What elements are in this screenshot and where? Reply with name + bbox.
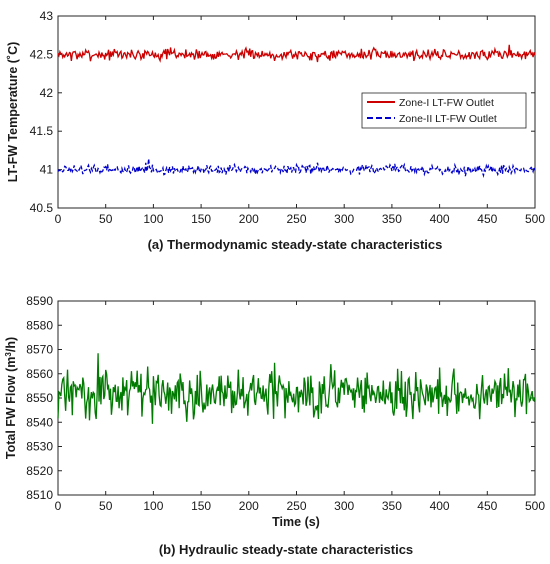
- panel-a-x-axis: 0 50 100 150 200 250 300 350 400 450 500: [55, 16, 545, 226]
- y-tick-label: 41: [40, 163, 54, 177]
- x-tick-label: 350: [382, 212, 402, 226]
- panel-b-y-axis: 8510 8520 8530 8540 8550 8560 8570 8580 8590: [26, 294, 535, 502]
- y-tick-label: 8540: [26, 415, 53, 429]
- x-tick-label: 450: [477, 499, 497, 513]
- panel-b-caption: (b) Hydraulic steady-state characteristi…: [159, 542, 413, 557]
- panel-a-y-axis: 40.5 41 41.5 42 42.5 43: [30, 9, 535, 215]
- panel-b-x-axis: 0 50 100 150 200 250 300 350 400 450 500: [55, 301, 545, 513]
- x-tick-label: 0: [55, 212, 62, 226]
- panel-a: 0 50 100 150 200 250 300 350 400 450 500 40.5 41 41.…: [6, 9, 545, 252]
- panel-a-y-axis-label: LT-FW Temperature (˚C): [6, 42, 20, 183]
- panel-b-y-axis-label: Total FW Flow (m3/h): [4, 337, 19, 459]
- x-tick-label: 400: [430, 499, 450, 513]
- y-tick-label: 42: [40, 86, 54, 100]
- x-tick-label: 200: [239, 499, 259, 513]
- ylabel-suffix: /h): [4, 337, 18, 352]
- panel-a-legend: Zone-I LT-FW Outlet Zone-II LT-FW Outlet: [361, 92, 527, 129]
- y-tick-label: 8560: [26, 367, 53, 381]
- x-tick-label: 250: [286, 212, 306, 226]
- panel-a-series: [57, 44, 536, 179]
- legend-box: [361, 92, 527, 129]
- y-tick-label: 8550: [26, 391, 53, 405]
- x-tick-label: 350: [382, 499, 402, 513]
- series-line-a-0: [57, 44, 536, 63]
- x-tick-label: 0: [55, 499, 62, 513]
- y-tick-label: 8570: [26, 343, 53, 357]
- x-tick-label: 450: [477, 212, 497, 226]
- ylabel-superscript: 3: [4, 352, 13, 357]
- series-line-b-0: [57, 353, 536, 424]
- panel-b-x-axis-label: Time (s): [272, 515, 320, 529]
- x-tick-label: 100: [143, 212, 163, 226]
- x-tick-label: 300: [334, 499, 354, 513]
- y-tick-label: 8510: [26, 488, 53, 502]
- y-tick-label: 8530: [26, 440, 53, 454]
- ylabel-prefix: Total FW Flow (m: [4, 357, 18, 460]
- y-tick-label: 41.5: [30, 124, 54, 138]
- y-tick-label: 8520: [26, 464, 53, 478]
- x-tick-label: 500: [525, 212, 545, 226]
- x-tick-label: 250: [286, 499, 306, 513]
- x-tick-label: 50: [99, 499, 113, 513]
- panel-b: 0 50 100 150 200 250 300 350 400 450 500 851085208…: [4, 294, 546, 557]
- y-tick-label: 40.5: [30, 201, 54, 215]
- y-tick-label: 8580: [26, 318, 53, 332]
- x-tick-label: 200: [239, 212, 259, 226]
- panel-a-caption: (a) Thermodynamic steady-state character…: [148, 237, 443, 252]
- x-tick-label: 100: [143, 499, 163, 513]
- series-line-a-1: [57, 158, 536, 179]
- y-tick-label: 43: [40, 9, 54, 23]
- y-tick-label: 8590: [26, 294, 53, 308]
- x-tick-label: 50: [99, 212, 113, 226]
- legend-label-zone-ii: Zone-II LT-FW Outlet: [399, 113, 497, 125]
- y-tick-label: 42.5: [30, 47, 54, 61]
- panel-b-series: [57, 353, 536, 424]
- x-tick-label: 500: [525, 499, 545, 513]
- x-tick-label: 400: [430, 212, 450, 226]
- x-tick-label: 150: [191, 212, 211, 226]
- x-tick-label: 150: [191, 499, 211, 513]
- x-tick-label: 300: [334, 212, 354, 226]
- legend-label-zone-i: Zone-I LT-FW Outlet: [399, 97, 494, 109]
